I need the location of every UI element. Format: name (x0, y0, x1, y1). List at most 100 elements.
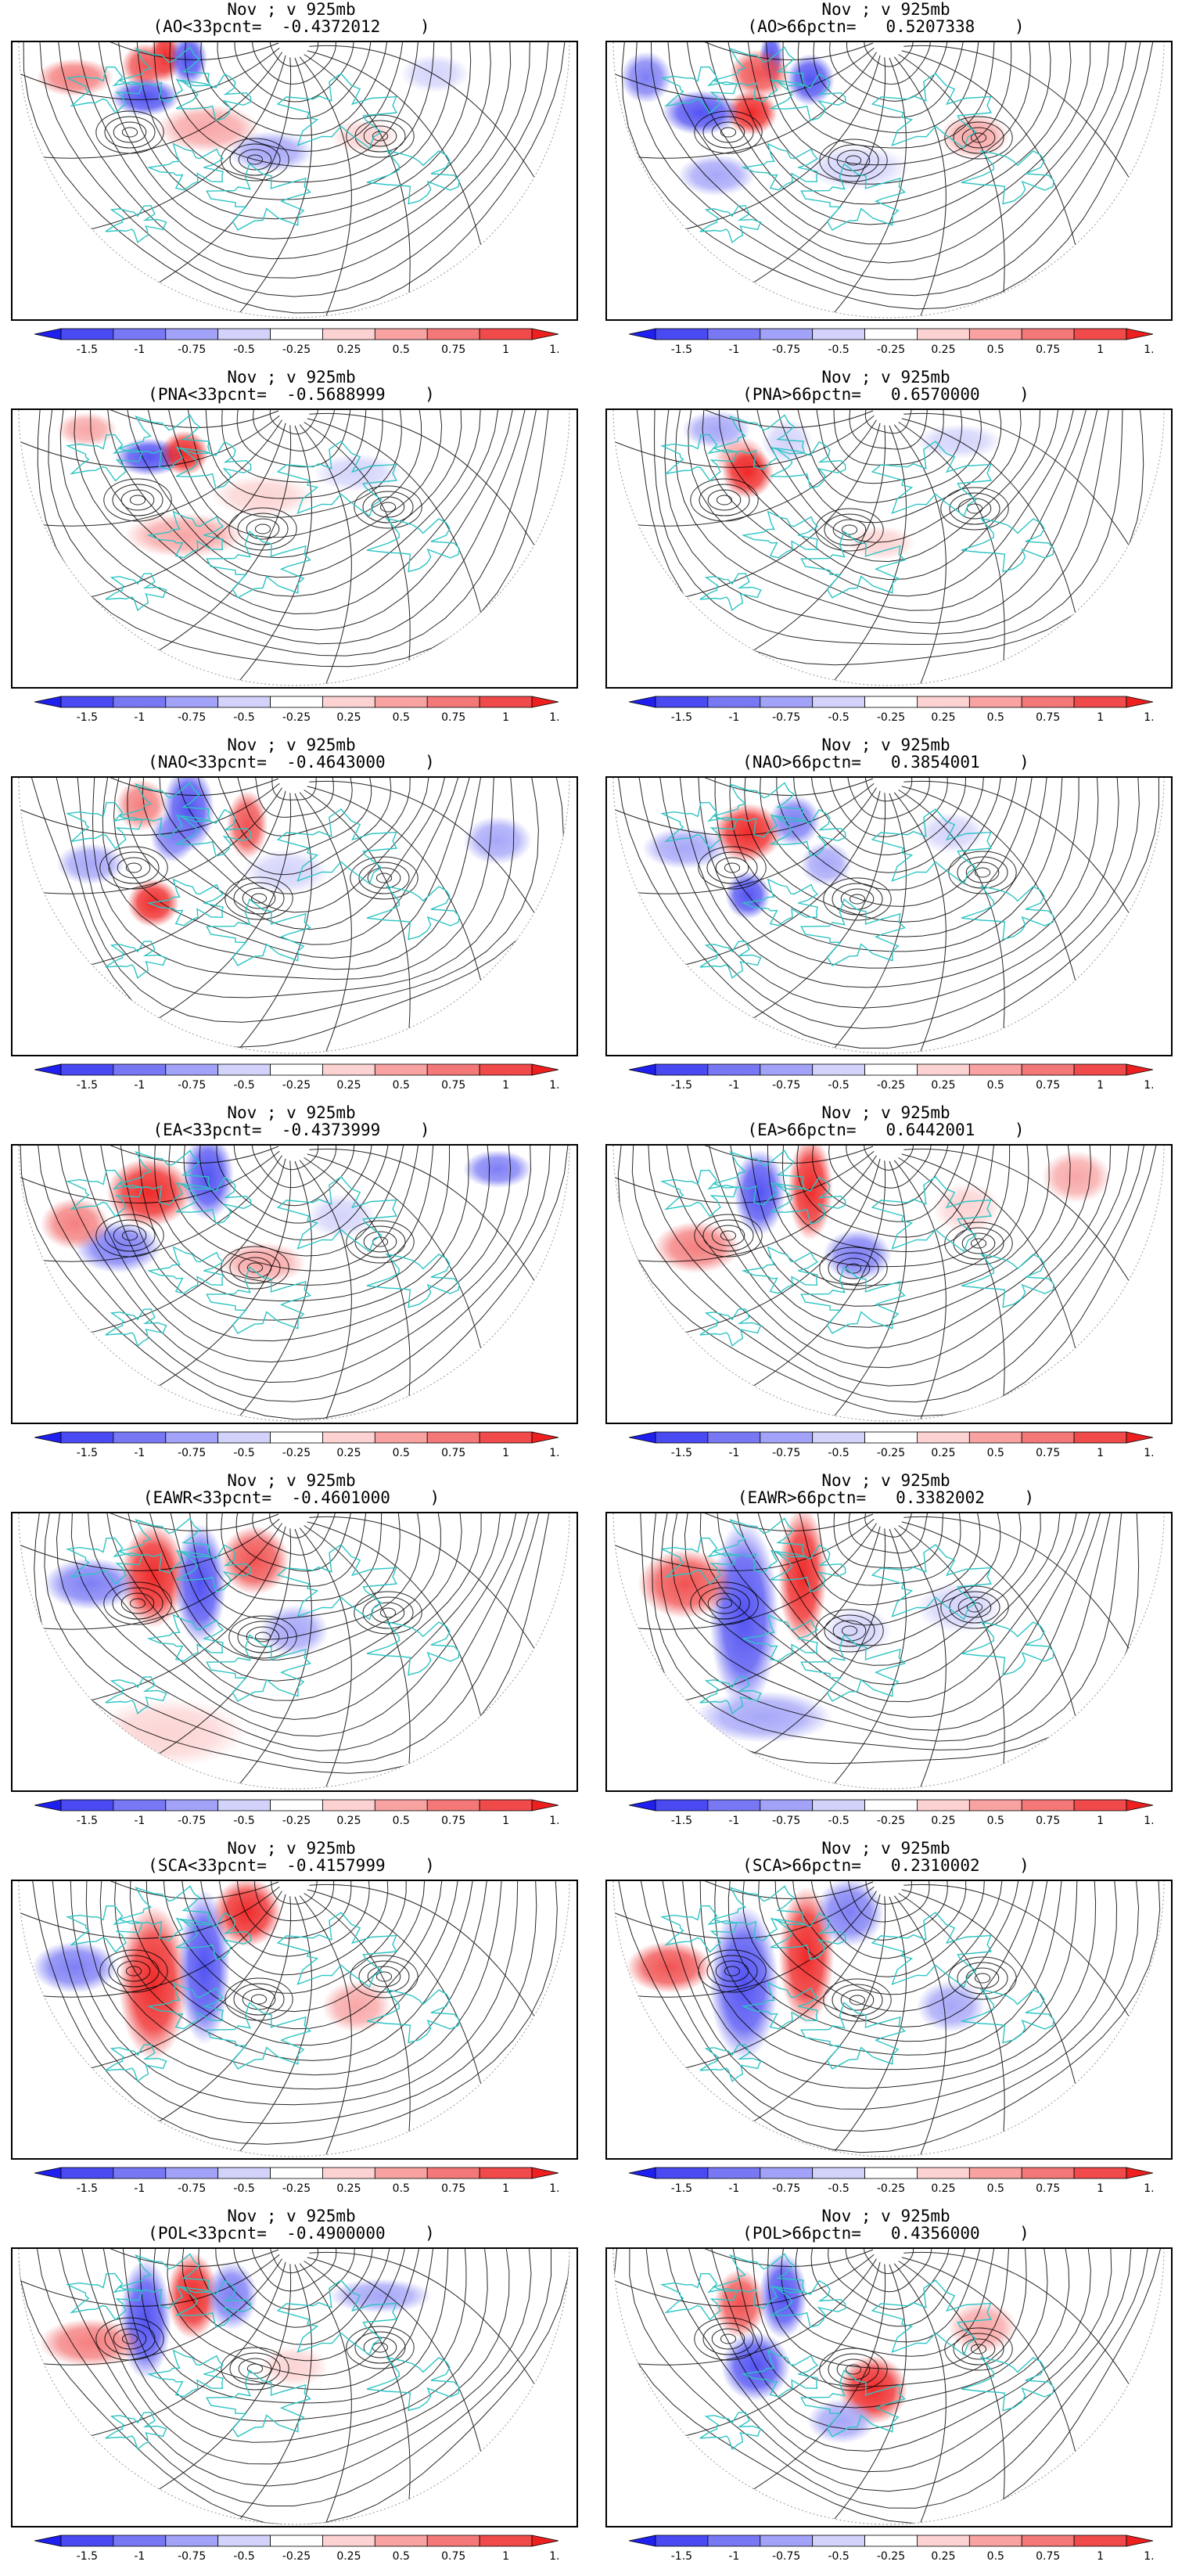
colorbar-box (113, 696, 167, 708)
streamlines (20, 410, 549, 684)
colorbar-tick-label: 1 (502, 1447, 509, 1459)
colorbar-box (655, 328, 709, 340)
polar-map (612, 1146, 1165, 1422)
colorbar-box (864, 2535, 918, 2547)
colorbar-tick-label: -0.5 (233, 1079, 254, 1092)
colorbar-tick-label: 0.5 (393, 1079, 410, 1092)
colorbar-tick-label: 0.25 (931, 2550, 955, 2563)
colorbar-tick-label: 1 (1097, 2182, 1104, 2195)
colorbar-arrow-left (628, 2167, 656, 2179)
colorbar-tick-label: -1 (728, 711, 739, 724)
anomaly-blob (120, 2259, 171, 2380)
colorbar-tick-label: -1 (134, 2182, 145, 2195)
colorbar: -1.5 -1 -0.75 -0.5 -0.25 0.25 0.5 0.75 1 1.5 (628, 2534, 1162, 2573)
colorbar-arrow-left (34, 1431, 62, 1444)
colorbar-tick-label: -0.25 (282, 2182, 311, 2195)
colorbar-tick-label: -0.75 (178, 1447, 206, 1459)
colorbar-box (864, 2167, 918, 2179)
colorbar-tick-label: 0.75 (1036, 344, 1060, 356)
panel-title: Nov ; v 925mb (227, 1103, 356, 1122)
colorbar-svg: -1.5 -1 -0.75 -0.5 -0.25 0.25 0.5 0.75 1 1.5 (34, 696, 567, 724)
map-field (615, 1513, 1140, 1787)
map-panel: Nov ; v 925mb (EA>66pctn= 0.6442001 ) -1.5… (594, 1103, 1177, 1471)
anomaly-blob (654, 1221, 740, 1273)
anomaly-blob (322, 1981, 391, 2032)
colorbar-tick-label: 0.5 (987, 2550, 1004, 2563)
coastlines (659, 414, 1054, 611)
colorbar-tick-label: -1.5 (77, 1447, 98, 1459)
streamlines (20, 778, 564, 1052)
colorbar-box (374, 2535, 428, 2547)
colorbar-box (707, 1431, 761, 1444)
coastlines (659, 46, 1054, 243)
colorbar-box (165, 2167, 219, 2179)
colorbar-box (1021, 696, 1075, 708)
colorbar-tick-label: -0.75 (772, 344, 800, 356)
colorbar-box (864, 1063, 918, 1076)
anomaly-blob (463, 816, 532, 865)
colorbar-tick-label: -0.25 (282, 1447, 311, 1459)
colorbar-tick-label: -0.75 (772, 1447, 800, 1459)
colorbar-box (864, 1799, 918, 1811)
colorbar-tick-label: -1.5 (77, 2550, 98, 2563)
colorbar-tick-label: -0.5 (828, 711, 849, 724)
anomaly-blob (56, 412, 117, 447)
colorbar-box (217, 2167, 271, 2179)
coastlines (659, 1149, 1054, 1347)
streamlines (615, 1146, 1157, 1419)
hemisphere-edge (612, 2249, 1165, 2525)
colorbar: -1.5 -1 -0.75 -0.5 -0.25 0.25 0.5 0.75 1 1.5 (628, 1798, 1162, 1837)
colorbar-box (655, 1799, 709, 1811)
colorbar-arrow-right (1126, 696, 1154, 708)
streamlines (20, 42, 566, 316)
colorbar-tick-label: 1 (1097, 1079, 1104, 1092)
colorbar-box (322, 2535, 375, 2547)
hemisphere-edge (612, 42, 1165, 318)
panel-subtitle: (PNA>66pctn= 0.6570000 ) (742, 385, 1029, 404)
colorbar: -1.5 -1 -0.75 -0.5 -0.25 0.25 0.5 0.75 1 1.5 (34, 2166, 567, 2205)
colorbar-tick-label: -0.5 (828, 2182, 849, 2195)
colorbar-tick-label: 1.5 (1144, 711, 1153, 724)
colorbar-box (374, 2167, 428, 2179)
colorbar-box (864, 1431, 918, 1444)
colorbar-tick-label: -0.25 (877, 2182, 905, 2195)
anomaly-blob (226, 790, 268, 859)
map-field (20, 42, 566, 316)
colorbar-box (760, 696, 814, 708)
colorbar-tick-label: 0.75 (1036, 2550, 1060, 2563)
colorbar-arrow-left (628, 328, 656, 340)
colorbar-tick-label: 0.75 (441, 1815, 465, 1827)
colorbar-tick-label: 0.5 (393, 344, 410, 356)
colorbar-tick-label: 0.25 (336, 2182, 361, 2195)
panel-title: Nov ; v 925mb (227, 368, 356, 387)
panel-title: Nov ; v 925mb (227, 736, 356, 754)
colorbar-tick-label: -0.75 (772, 1815, 800, 1827)
colorbar-tick-label: -0.75 (178, 1079, 206, 1092)
colorbar-tick-label: -1.5 (671, 1815, 692, 1827)
colorbar-tick-label: 0.25 (336, 344, 361, 356)
hemisphere-edge (612, 410, 1165, 686)
colorbar-tick-label: 1 (502, 1815, 509, 1827)
panel-subtitle: (EA>66pctn= 0.6442001 ) (747, 1121, 1025, 1139)
anomaly-blob (734, 1149, 785, 1236)
colorbar-tick-label: 0.75 (441, 711, 465, 724)
colorbar-tick-label: 0.75 (1036, 1815, 1060, 1827)
colorbar-arrow-right (531, 2167, 559, 2179)
anomaly-blob (106, 1158, 192, 1227)
hemisphere-edge (18, 2249, 570, 2525)
colorbar-box (917, 328, 970, 340)
hemisphere-edge (612, 1146, 1165, 1422)
polar-map (18, 1513, 570, 1790)
colorbar-box (60, 328, 114, 340)
colorbar-tick-label: 1.5 (1144, 1815, 1153, 1827)
hemisphere-edge (18, 1513, 570, 1790)
polar-map (18, 1881, 570, 2157)
polar-map (612, 1513, 1165, 1790)
colorbar-svg: -1.5 -1 -0.75 -0.5 -0.25 0.25 0.5 0.75 1 1.5 (628, 1063, 1162, 1092)
colorbar-tick-label: -1.5 (671, 711, 692, 724)
map-panel: Nov ; v 925mb (EAWR<33pcnt= -0.4601000 ) -… (0, 1471, 583, 1839)
polar-map (18, 410, 570, 686)
colorbar-box (426, 2167, 480, 2179)
map-frame (605, 41, 1173, 321)
colorbar-box (864, 696, 918, 708)
